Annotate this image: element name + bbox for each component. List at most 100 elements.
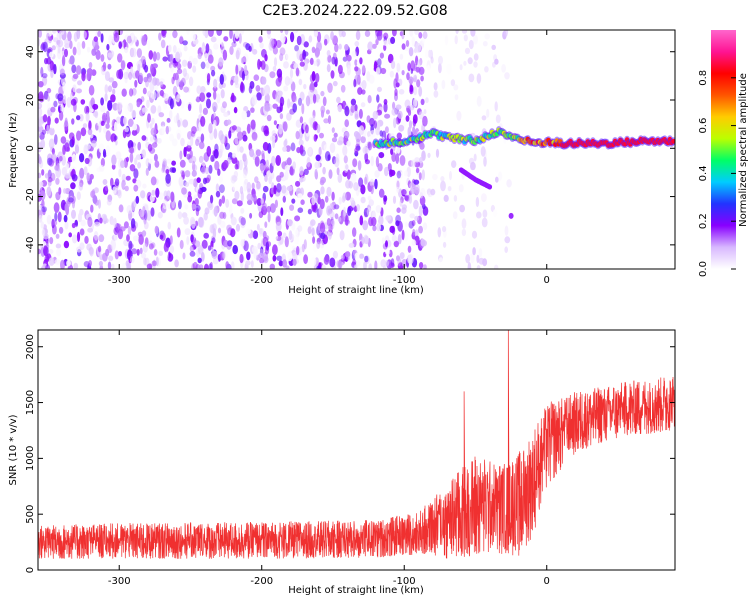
spectrogram-noise-cell — [206, 73, 211, 83]
spectrogram-noise-cell — [125, 175, 131, 181]
spectrogram-noise-cell — [253, 74, 260, 81]
spectrogram-noise-cell — [394, 88, 398, 97]
spectrogram-noise-cell — [202, 177, 208, 185]
spectrogram-noise-cell — [110, 94, 116, 103]
spectrogram-noise-cell — [126, 35, 132, 44]
spectrogram-noise-cell — [346, 140, 351, 147]
spectrogram-noise-cell — [278, 260, 284, 267]
spectrogram-noise-cell — [105, 130, 112, 142]
spectrogram-noise-cell — [174, 259, 179, 268]
spectrogram-noise-cell — [339, 230, 345, 241]
spectrogram-noise-cell — [191, 160, 196, 172]
spectrogram-noise-cell — [413, 74, 418, 83]
snr-x-tick-label: 0 — [544, 576, 550, 587]
spectrogram-noise-cell — [251, 194, 257, 202]
spectrogram-noise-cell — [504, 246, 509, 253]
spectrogram-noise-cell — [55, 177, 60, 185]
spectrogram-noise-cell — [309, 57, 314, 65]
spectrogram-noise-cell — [390, 258, 395, 267]
spectrogram-noise-cell — [320, 176, 326, 184]
spectrogram-noise-cell — [188, 76, 194, 87]
spectrogram-noise-cell — [418, 172, 422, 181]
spectrogram-noise-cell — [144, 237, 149, 248]
spectrogram-noise-cell — [98, 234, 105, 243]
spectrogram-noise-cell — [159, 234, 164, 240]
spectrogram-noise-cell — [354, 252, 360, 261]
spectrogram-noise-cell — [279, 171, 284, 178]
spectrogram-noise-cell — [414, 160, 420, 168]
spectrogram-noise-cell — [189, 245, 195, 253]
spectrogram-noise-cell — [320, 109, 325, 118]
spectrogram-noise-cell — [118, 168, 122, 178]
spectrogram-noise-cell — [107, 194, 113, 203]
spectrogram-noise-cell — [336, 96, 341, 104]
spectrogram-noise-cell — [451, 160, 457, 169]
spectrogram-noise-cell — [299, 44, 303, 52]
spectrogram-noise-cell — [495, 114, 501, 124]
spectrogram-noise-cell — [261, 150, 265, 157]
spectrogram-noise-cell — [298, 139, 304, 146]
spectrogram-noise-cell — [331, 191, 335, 201]
spectrogram-noise-cell — [218, 57, 224, 67]
spectrogram-noise-cell — [167, 221, 172, 230]
spectrogram-noise-cell — [151, 260, 157, 267]
spectrogram-noise-cell — [454, 94, 459, 101]
spectrogram-isolated-blob — [508, 212, 514, 219]
spectrogram-noise-cell — [438, 257, 444, 264]
spectrogram-noise-cell — [146, 72, 153, 83]
spectrogram-noise-cell — [111, 263, 115, 269]
spectrogram-noise-cell — [418, 86, 423, 97]
spectrogram-noise-cell — [158, 112, 165, 118]
spectrogram-noise-cell — [427, 152, 431, 158]
spectrogram-noise-cell — [292, 161, 297, 170]
spectrogram-noise-cell — [72, 84, 77, 93]
spectrogram-noise-cell — [180, 137, 185, 147]
spectrogram-noise-cell — [262, 141, 269, 151]
spectrogram-noise-cell — [53, 63, 57, 75]
spectrogram-noise-cell — [188, 178, 195, 185]
spectrogram-noise-cell — [40, 66, 44, 78]
spectrogram-noise-cell — [80, 127, 87, 137]
spectrogram-noise-cell — [282, 121, 288, 132]
spectrogram-noise-cell — [331, 127, 335, 133]
spectrogram-noise-cell — [191, 126, 197, 135]
spectrogram-noise-cell — [234, 135, 239, 145]
spectrogram-noise-cell — [38, 30, 42, 38]
spectrogram-noise-cell — [208, 123, 213, 134]
spectrogram-noise-cell — [283, 61, 289, 69]
spectrogram-noise-cell — [197, 53, 202, 60]
spectrogram-noise-cell — [373, 120, 377, 129]
spectrogram-noise-cell — [453, 84, 459, 91]
spectrogram-noise-cell — [231, 186, 235, 192]
spectrogram-noise-cell — [239, 253, 244, 264]
spectrogram-noise-cell — [233, 106, 238, 114]
spectrogram-noise-cell — [104, 84, 109, 94]
spectrogram-noise-cell — [239, 146, 244, 153]
spectrogram-noise-cell — [398, 124, 405, 132]
spectrogram-noise-cell — [61, 55, 66, 67]
spectrogram-noise-cell — [240, 207, 245, 214]
spectrogram-noise-cell — [53, 100, 58, 108]
spectrogram-noise-cell — [285, 53, 289, 61]
spectrogram-noise-cell — [108, 34, 113, 46]
spectrogram-noise-cell — [494, 58, 499, 65]
spectrogram-noise-cell — [79, 167, 85, 179]
spectrogram-noise-cell — [407, 126, 412, 138]
spectrogram-noise-cell — [245, 260, 251, 266]
spectrogram-noise-cell — [71, 153, 77, 163]
spectrogram-noise-cell — [409, 213, 415, 219]
spectrogram-noise-cell — [301, 103, 305, 115]
spectrogram-noise-cell — [114, 135, 118, 141]
spectrogram-noise-cell — [310, 257, 317, 267]
spectrogram-noise-cell — [184, 170, 191, 178]
spectrogram-noise-cell — [210, 194, 214, 204]
spectrogram-noise-cell — [150, 127, 157, 136]
spectrogram-noise-cell — [38, 81, 44, 88]
spectrogram-noise-cell — [397, 234, 402, 245]
spectrogram-noise-cell — [187, 195, 193, 203]
spectrogram-noise-cell — [47, 115, 51, 126]
spectrogram-noise-cell — [141, 35, 147, 46]
spectrogram-noise-cell — [201, 45, 205, 53]
spectrogram-noise-cell — [255, 85, 261, 92]
colorbar-gradient — [711, 30, 736, 269]
